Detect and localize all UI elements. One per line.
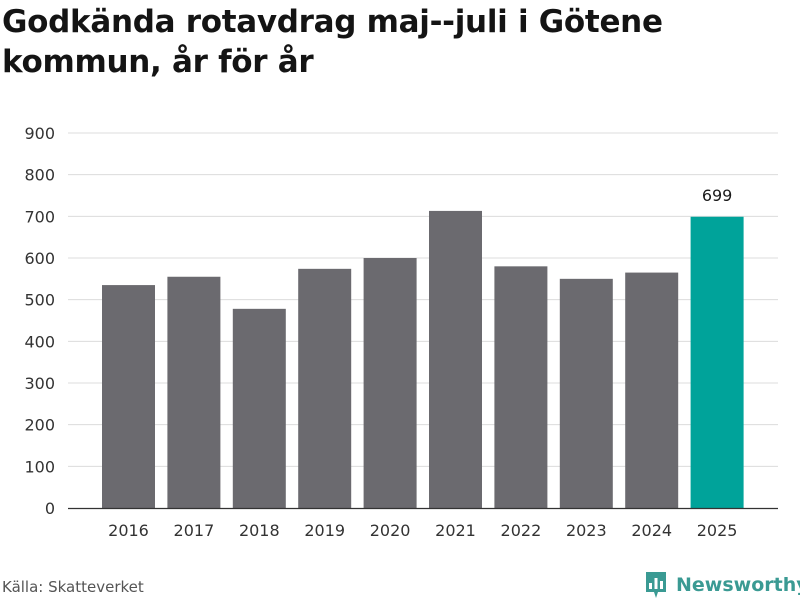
x-tick-label: 2025 (697, 521, 738, 540)
x-tick-label: 2022 (501, 521, 542, 540)
y-tick-label: 100 (24, 457, 55, 476)
newsworthy-logo-icon (646, 572, 666, 598)
y-tick-label: 600 (24, 249, 55, 268)
bar-2019 (298, 268, 352, 508)
y-tick-label: 400 (24, 332, 55, 351)
y-tick-label: 900 (24, 124, 55, 143)
y-axis: 0 100 200 300 400 500 600 700 800 900 (24, 124, 55, 518)
source-note: Källa: Skatteverket (2, 578, 144, 596)
x-tick-label: 2023 (566, 521, 607, 540)
bar-2016 (102, 285, 155, 508)
y-tick-label: 200 (24, 416, 55, 435)
y-tick-label: 800 (24, 166, 55, 185)
brand-logo: Newsworthy (644, 569, 800, 601)
brand-name: Newsworthy (676, 574, 800, 596)
bar-2022 (494, 266, 548, 508)
bar-2020 (363, 258, 417, 508)
x-tick-label: 2024 (631, 521, 672, 540)
x-tick-label: 2020 (370, 521, 411, 540)
x-tick-label: 2017 (174, 521, 215, 540)
y-tick-label: 500 (24, 291, 55, 310)
bar-2021 (429, 210, 482, 508)
x-tick-label: 2016 (108, 521, 149, 540)
bar-2017 (167, 276, 221, 508)
chart-title: Godkända rotavdrag maj--juli i Götene ko… (2, 4, 663, 80)
x-tick-label: 2018 (239, 521, 280, 540)
y-tick-label: 700 (24, 207, 55, 226)
x-tick-label: 2021 (435, 521, 476, 540)
bars (102, 210, 744, 508)
bar-2023 (559, 278, 613, 508)
bar-2018 (232, 308, 286, 508)
data-label: 699 (702, 186, 733, 205)
bar-2025 (690, 216, 744, 508)
x-axis: 2016 2017 2018 2019 2020 2021 2022 2023 2024 2025 (68, 507, 778, 540)
data-labels: 699 (702, 186, 733, 205)
bar-2024 (625, 272, 679, 508)
y-tick-label: 300 (24, 374, 55, 393)
y-tick-label: 0 (45, 499, 55, 518)
x-tick-label: 2019 (304, 521, 345, 540)
